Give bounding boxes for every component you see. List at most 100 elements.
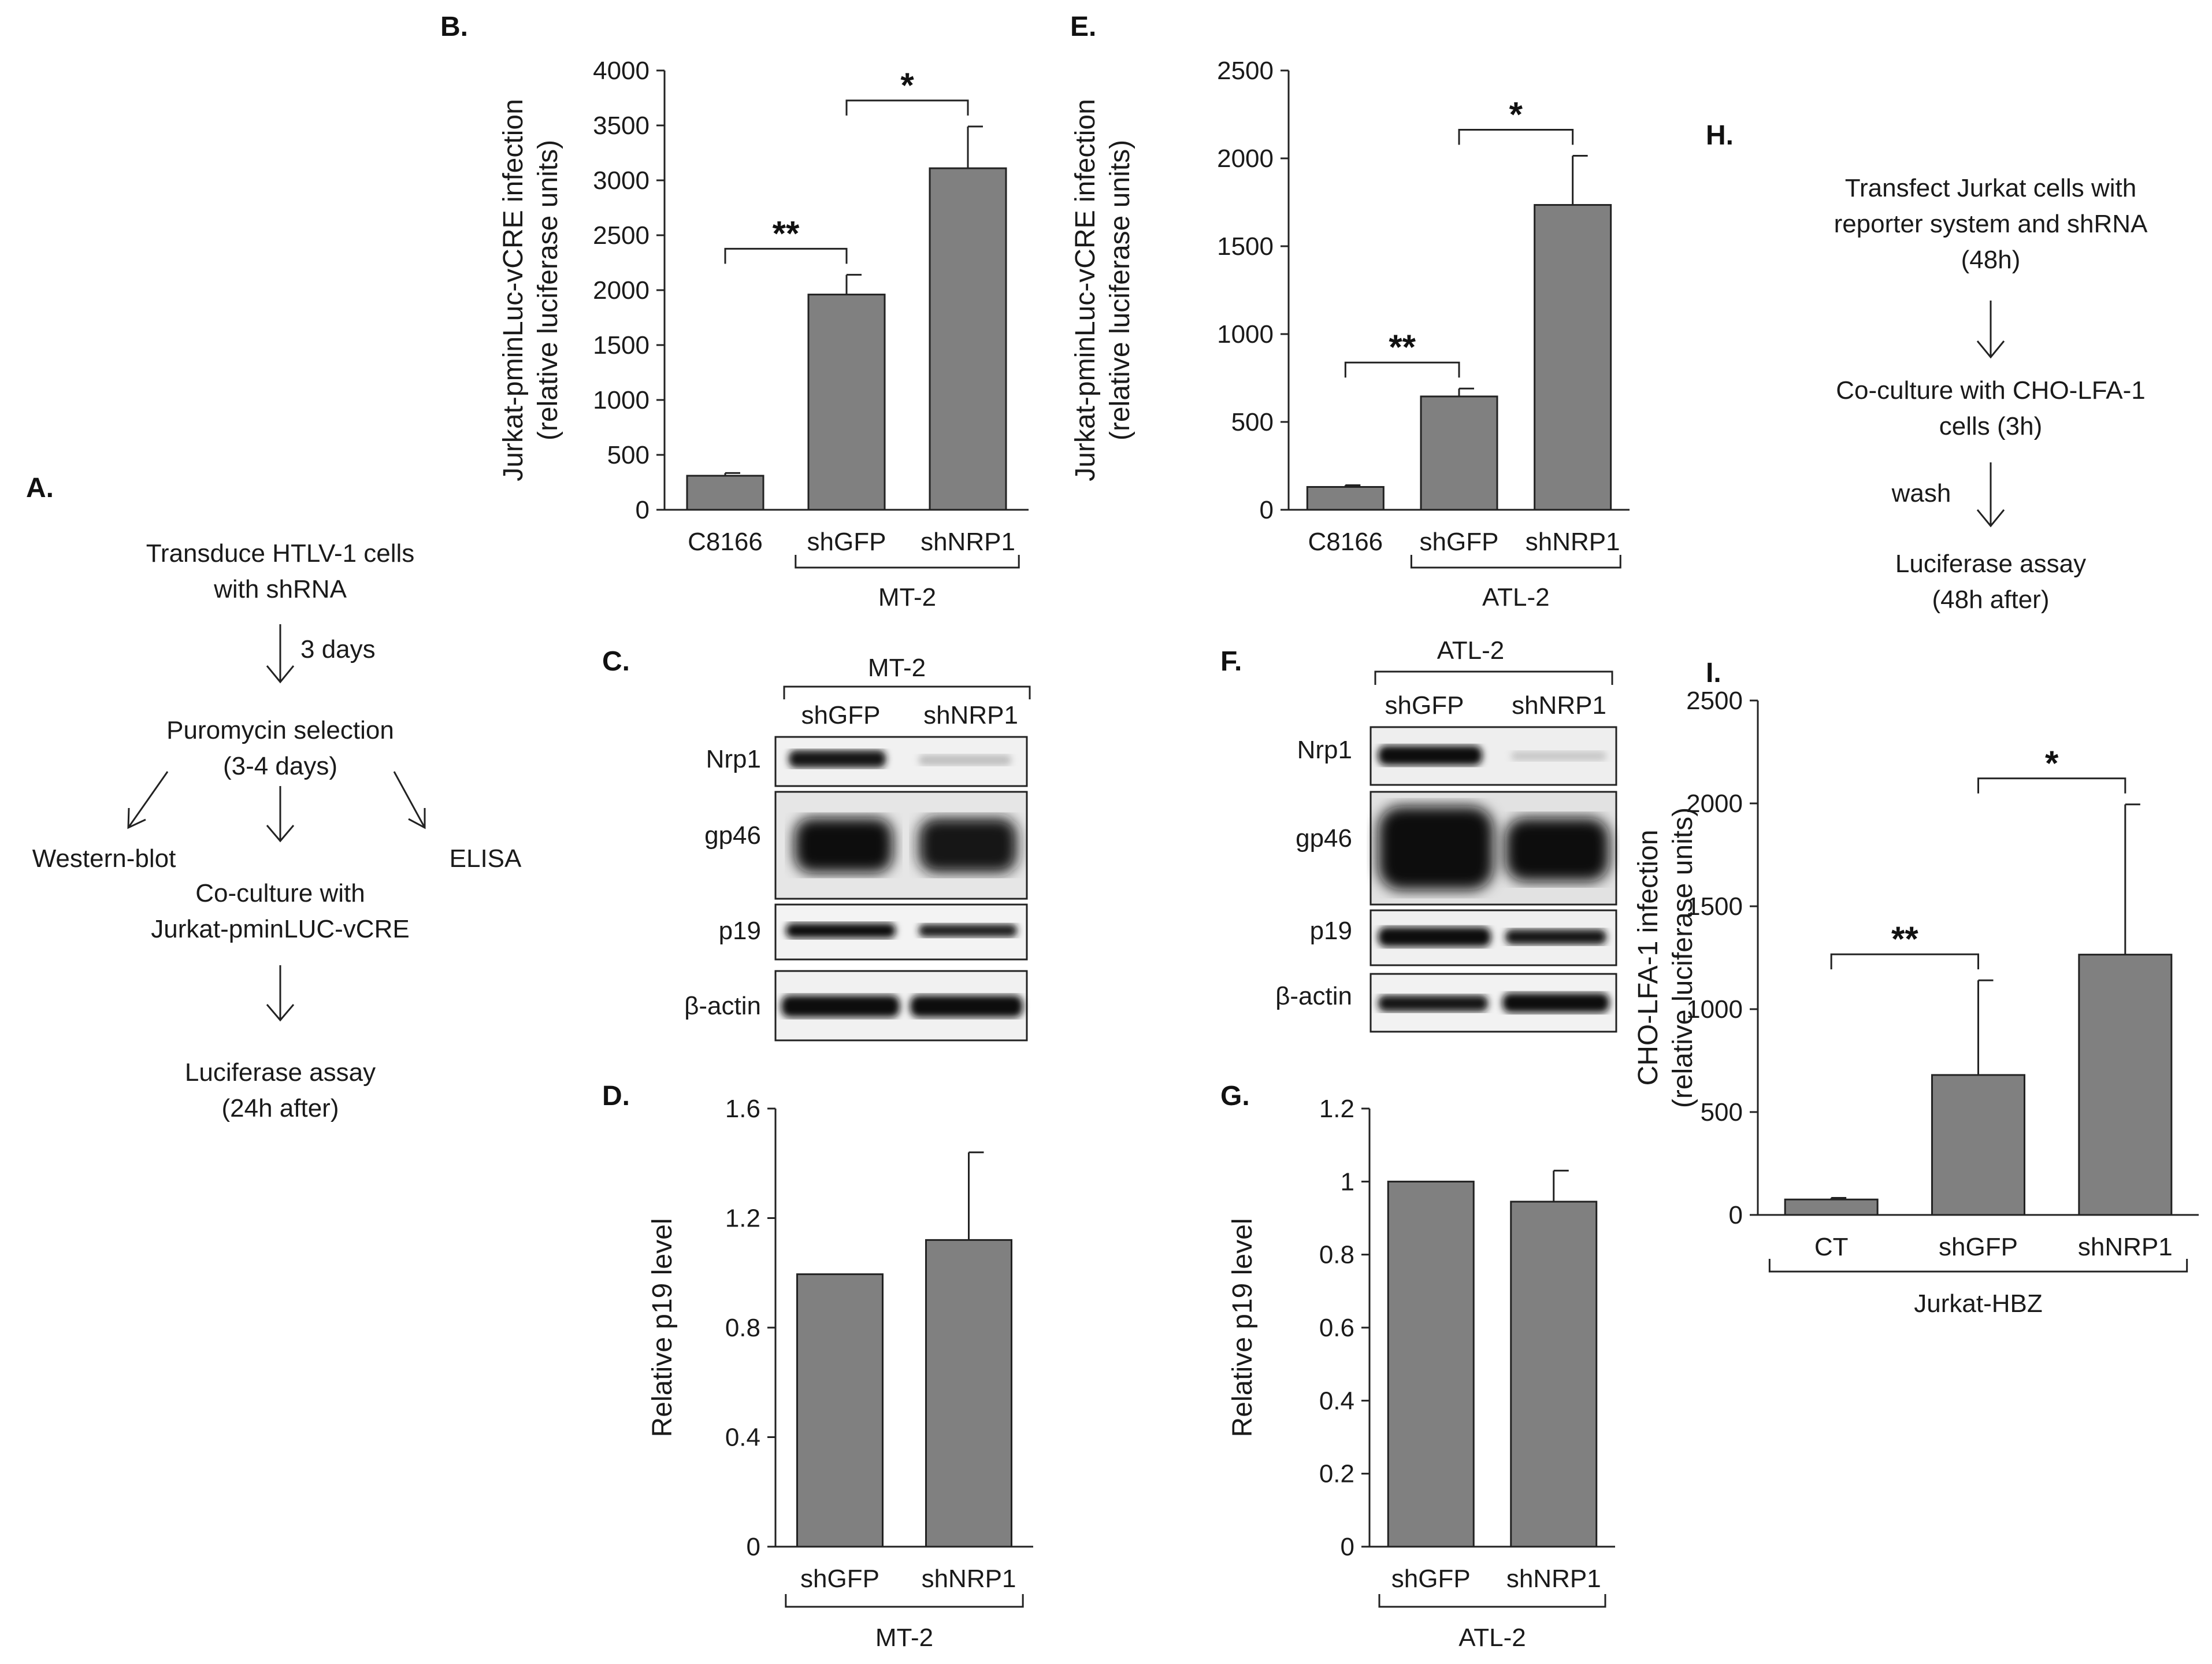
blot-f-gp46-band-shgfp — [1378, 806, 1494, 890]
chart-d-bar — [925, 1239, 1012, 1548]
blot-f-actin-band-shnrp1 — [1502, 993, 1609, 1013]
chart-e-significance-bracket — [1458, 128, 1574, 145]
chart-g-y-axis-label: Relative p19 level — [1227, 1218, 1258, 1437]
blot-c-p19-band-shnrp1 — [919, 924, 1017, 937]
blot-f-row-actin: β-actin — [1275, 982, 1352, 1010]
blot-c-row-actin: β-actin — [684, 992, 761, 1020]
blot-f-row-nrp1: Nrp1 — [1297, 736, 1352, 764]
chart-d-y-tick-label: 0.4 — [725, 1424, 760, 1452]
blot-f-row-p19: p19 — [1310, 917, 1352, 945]
chart-g-y-tick-label: 1.2 — [1319, 1095, 1354, 1123]
blot-c-lane-shnrp1: shNRP1 — [923, 701, 1018, 729]
chart-e-category-label: shNRP1 — [1526, 528, 1620, 556]
flow-a-western-blot: Western-blot — [32, 844, 176, 873]
flow-h-step1-line2: reporter system and shRNA — [1834, 210, 2148, 238]
chart-i-y-tick-label: 2000 — [1686, 790, 1743, 818]
chart-e-group-bracket — [1410, 555, 1621, 569]
chart-e-significance-label: ** — [1389, 328, 1416, 366]
chart-e-bar — [1534, 204, 1612, 511]
chart-b-y-tick-label: 1500 — [593, 331, 650, 360]
flowchart-h: Transfect Jurkat cells with reporter sys… — [1834, 174, 2148, 614]
chart-g-y-tick-label: 0.6 — [1319, 1314, 1354, 1342]
panel-label-a: A. — [26, 473, 54, 503]
chart-b-category-label: shNRP1 — [921, 528, 1015, 556]
chart-i-bar — [2078, 954, 2173, 1216]
blot-f-group-bracket — [1374, 670, 1613, 685]
blot-c-p19-band-shgfp — [786, 923, 896, 938]
chart-i-group-label: Jurkat-HBZ — [1914, 1289, 2042, 1318]
chart-i-y-tick-label: 1000 — [1686, 995, 1743, 1024]
blot-c-lane-shgfp: shGFP — [801, 701, 881, 729]
flow-h-step1-line1: Transfect Jurkat cells with — [1845, 174, 2137, 202]
chart-b-bar — [686, 475, 764, 511]
chart-b-y-tick-label: 4000 — [593, 57, 650, 85]
flow-a-step3-line2: Jurkat-pminLUC-vCRE — [151, 915, 409, 943]
blot-c-group-label: MT-2 — [868, 654, 926, 682]
chart-i-significance-bracket — [1830, 953, 1979, 970]
panel-label-g: G. — [1220, 1081, 1250, 1111]
flow-a-arrow-right — [393, 771, 426, 828]
chart-b-y-tick-label: 1000 — [593, 386, 650, 414]
chart-e-bar — [1306, 486, 1385, 511]
chart-i-y-axis-label: (relative luciferase units) — [1668, 807, 1698, 1108]
blot-c-row-p19: p19 — [719, 917, 761, 945]
chart-d-bar — [796, 1273, 884, 1548]
chart-panel-b: 0 500 1000 1500 2000 2500 3000 3500 4000 Jurkat-p… — [498, 57, 1029, 612]
chart-i-bar — [1784, 1198, 1879, 1216]
chart-d-y-tick-label: 0 — [747, 1533, 760, 1561]
chart-b-group-bracket — [795, 555, 1020, 569]
chart-g-bar — [1387, 1180, 1475, 1548]
chart-i-category-label: CT — [1814, 1233, 1849, 1261]
blot-c-gp46-band-shgfp — [795, 818, 893, 873]
chart-b-significance-bracket — [845, 99, 969, 116]
chart-i-y-tick-label: 1500 — [1686, 892, 1743, 921]
chart-e-y-tick-label: 1000 — [1217, 320, 1274, 349]
chart-b-significance-label: * — [900, 66, 914, 105]
chart-b-y-tick-label: 2500 — [593, 221, 650, 250]
chart-g-group-label: ATL-2 — [1458, 1624, 1526, 1652]
blot-f-lane-shgfp: shGFP — [1385, 691, 1464, 720]
blot-f-nrp1-band-shgfp — [1378, 746, 1482, 765]
chart-i-y-axis-label: CHO-LFA-1 infection — [1633, 830, 1664, 1086]
chart-b-category-label: shGFP — [807, 528, 886, 556]
chart-d-y-tick-label: 1.6 — [725, 1095, 760, 1123]
chart-g-y-tick-label: 0.4 — [1319, 1387, 1354, 1415]
chart-e-y-tick-label: 2500 — [1217, 57, 1274, 85]
panel-label-h: H. — [1706, 120, 1734, 151]
flow-a-step3-line1: Co-culture with — [195, 879, 365, 907]
chart-i-y-tick-label: 2500 — [1686, 687, 1743, 715]
chart-d-category-label: shGFP — [800, 1565, 879, 1593]
chart-e-bar — [1420, 395, 1498, 511]
chart-b-y-tick-label: 3500 — [593, 112, 650, 140]
chart-i-y-tick-label: 0 — [1729, 1201, 1743, 1229]
chart-d-group-bracket — [785, 1594, 1024, 1608]
blot-f-gp46-band-shnrp1 — [1505, 818, 1609, 881]
chart-d-group-label: MT-2 — [875, 1624, 933, 1652]
chart-b-significance-bracket — [724, 247, 848, 264]
flow-a-elisa: ELISA — [450, 844, 522, 873]
flow-a-arrow-left — [127, 771, 169, 828]
flow-a-step4-line1: Luciferase assay — [185, 1058, 376, 1087]
blot-f-nrp1-band-shnrp1 — [1511, 751, 1606, 761]
chart-i-significance-bracket — [1977, 777, 2126, 794]
flow-h-wash: wash — [1891, 479, 1951, 507]
blot-c-gp46-band-shnrp1 — [919, 818, 1017, 873]
panel-label-f: F. — [1220, 646, 1242, 677]
chart-i-category-label: shNRP1 — [2078, 1233, 2173, 1261]
chart-d-y-axis-label: Relative p19 level — [647, 1218, 678, 1437]
chart-d-category-label: shNRP1 — [922, 1565, 1016, 1593]
chart-g-y-tick-label: 0 — [1341, 1533, 1354, 1561]
panel-label-e: E. — [1070, 12, 1096, 42]
chart-i-category-label: shGFP — [1939, 1233, 2018, 1261]
western-blot-f: ATL-2 shGFP shNRP1 Nrp1 gp46 p19 β-actin — [1275, 636, 1617, 1033]
flow-a-step1-line1: Transduce HTLV-1 cells — [146, 539, 415, 568]
flowchart-a: Transduce HTLV-1 cells with shRNA 3 days… — [32, 539, 522, 1122]
blot-c-group-bracket — [783, 685, 1031, 699]
chart-e-significance-bracket — [1344, 361, 1460, 378]
flow-a-arrow1-label: 3 days — [300, 635, 376, 664]
flow-a-step1-line2: with shRNA — [213, 575, 347, 603]
flow-h-step1-line3: (48h) — [1961, 246, 2021, 274]
chart-e-y-axis-label: (relative luciferase units) — [1105, 140, 1135, 440]
chart-b-y-tick-label: 2000 — [593, 276, 650, 305]
